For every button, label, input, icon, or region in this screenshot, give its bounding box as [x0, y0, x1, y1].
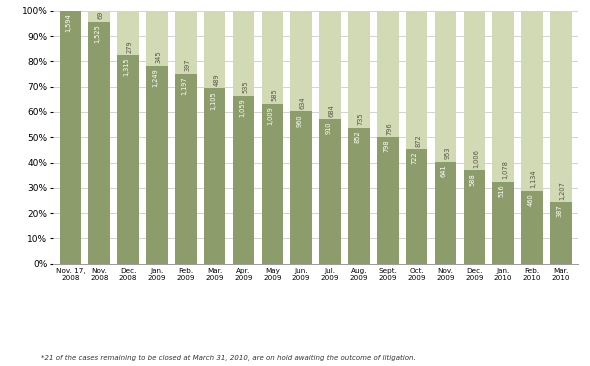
Bar	[348, 128, 370, 264]
Bar	[88, 11, 110, 22]
Text: 1,594: 1,594	[65, 14, 71, 32]
Text: 1,134: 1,134	[531, 169, 537, 188]
Bar	[117, 55, 139, 264]
Bar	[204, 89, 225, 264]
Bar	[232, 11, 254, 96]
Text: 1,207: 1,207	[560, 181, 566, 200]
Text: 1,315: 1,315	[123, 58, 129, 76]
Text: 489: 489	[214, 73, 219, 86]
Text: 585: 585	[271, 88, 277, 101]
Text: 735: 735	[358, 113, 363, 126]
Text: 798: 798	[383, 139, 389, 152]
Text: 1,078: 1,078	[502, 160, 508, 179]
Bar	[146, 11, 168, 66]
Bar	[204, 11, 225, 89]
Text: 953: 953	[444, 147, 450, 160]
Text: 1,105: 1,105	[210, 91, 216, 110]
Bar	[521, 191, 543, 264]
Text: 684: 684	[329, 104, 335, 117]
Text: 535: 535	[242, 81, 248, 93]
Bar	[290, 11, 312, 111]
Text: 910: 910	[325, 122, 332, 134]
Bar	[261, 104, 283, 264]
Text: 722: 722	[412, 152, 418, 164]
Text: *21 of the cases remaining to be closed at March 31, 2010, are on hold awaiting : *21 of the cases remaining to be closed …	[41, 354, 416, 361]
Text: 516: 516	[499, 184, 504, 197]
Text: 460: 460	[527, 193, 533, 206]
Bar	[232, 96, 254, 264]
Bar	[88, 22, 110, 264]
Bar	[261, 11, 283, 104]
Text: 634: 634	[300, 96, 306, 109]
Text: 397: 397	[185, 59, 191, 71]
Text: 796: 796	[386, 122, 392, 135]
Bar	[319, 11, 341, 119]
Text: 1,006: 1,006	[473, 149, 479, 168]
Bar	[435, 11, 456, 162]
Bar	[406, 149, 427, 264]
Bar	[493, 11, 514, 182]
Bar	[290, 111, 312, 264]
Bar	[377, 11, 399, 137]
Text: 872: 872	[415, 134, 421, 147]
Bar	[464, 170, 485, 264]
Bar	[550, 11, 572, 202]
Text: 852: 852	[354, 130, 360, 143]
Bar	[175, 74, 196, 264]
Text: 1,249: 1,249	[152, 68, 158, 87]
Bar	[348, 11, 370, 128]
Bar	[493, 182, 514, 264]
Text: 960: 960	[297, 114, 303, 127]
Text: 588: 588	[470, 173, 476, 186]
Bar	[521, 11, 543, 191]
Text: 641: 641	[441, 164, 447, 177]
Text: 69: 69	[98, 11, 104, 19]
Text: 1,525: 1,525	[94, 25, 100, 43]
Text: 1,009: 1,009	[268, 106, 274, 125]
Bar	[435, 162, 456, 264]
Bar	[60, 11, 81, 264]
Bar	[319, 119, 341, 264]
Text: 1,059: 1,059	[239, 98, 245, 117]
Bar	[117, 11, 139, 55]
Bar	[406, 11, 427, 149]
Text: 345: 345	[156, 51, 162, 63]
Bar	[175, 11, 196, 74]
Text: 1,197: 1,197	[181, 76, 187, 95]
Text: 387: 387	[556, 205, 562, 217]
Bar	[550, 202, 572, 264]
Bar	[464, 11, 485, 170]
Text: 279: 279	[127, 40, 133, 53]
Bar	[146, 66, 168, 264]
Bar	[377, 137, 399, 264]
